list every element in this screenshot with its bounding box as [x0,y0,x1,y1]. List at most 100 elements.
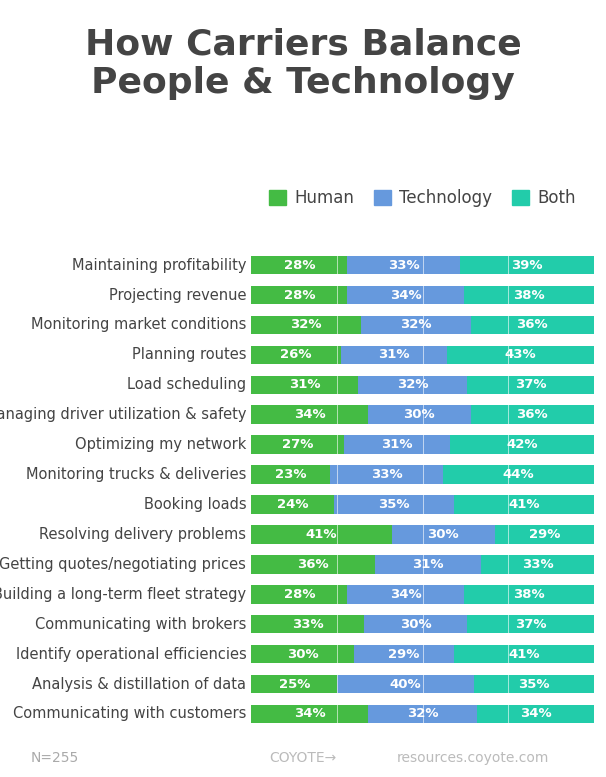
Bar [453,495,594,514]
Text: 41%: 41% [508,498,539,511]
Text: 33%: 33% [522,558,553,571]
Text: 28%: 28% [284,587,315,601]
Text: 40%: 40% [390,678,421,691]
Text: 30%: 30% [427,528,459,541]
Bar [461,256,594,274]
Text: 41%: 41% [508,647,539,660]
Text: 34%: 34% [520,707,551,720]
Bar [251,256,347,274]
Bar [443,465,594,484]
Text: Monitoring market conditions: Monitoring market conditions [31,318,247,333]
Text: N=255: N=255 [30,751,79,765]
Text: 38%: 38% [513,587,545,601]
Bar [251,555,375,573]
Bar [361,315,471,334]
Text: 34%: 34% [390,587,421,601]
Bar [347,585,464,604]
Text: 36%: 36% [298,558,329,571]
Bar [375,555,481,573]
Bar [344,435,450,454]
Text: Planning routes: Planning routes [132,347,247,362]
Bar [464,585,594,604]
Text: 29%: 29% [388,647,419,660]
Text: Communicating with brokers: Communicating with brokers [35,617,247,632]
Bar [251,705,368,723]
Text: Projecting revenue: Projecting revenue [109,287,247,302]
Bar [453,645,594,664]
Bar [251,315,361,334]
Bar [467,615,594,633]
Text: Analysis & distillation of data: Analysis & distillation of data [32,677,247,692]
Text: 32%: 32% [400,319,431,332]
Text: 30%: 30% [287,647,319,660]
Bar [251,645,354,664]
Bar [251,435,344,454]
Bar [334,495,453,514]
Text: Optimizing my network: Optimizing my network [75,437,247,452]
Text: 34%: 34% [390,288,421,301]
Bar [471,315,594,334]
Text: 29%: 29% [528,528,560,541]
Text: 25%: 25% [279,678,310,691]
Bar [494,525,594,544]
Bar [474,674,594,693]
Text: Maintaining profitability: Maintaining profitability [72,258,247,273]
Text: 38%: 38% [513,288,545,301]
Text: Identify operational efficiencies: Identify operational efficiencies [16,646,247,661]
Text: 31%: 31% [381,438,413,451]
Text: Resolving delivery problems: Resolving delivery problems [39,527,247,542]
Text: 31%: 31% [378,348,409,361]
Bar [354,645,453,664]
Bar [464,286,594,305]
Text: How Carriers Balance: How Carriers Balance [85,27,521,61]
Text: 35%: 35% [518,678,550,691]
Bar [478,705,594,723]
Bar [347,256,461,274]
Text: 34%: 34% [294,408,325,421]
Bar [392,525,494,544]
Text: 36%: 36% [516,319,548,332]
Text: Booking loads: Booking loads [144,497,247,512]
Text: 28%: 28% [284,288,315,301]
Text: Monitoring trucks & deliveries: Monitoring trucks & deliveries [26,467,247,482]
Text: 26%: 26% [280,348,311,361]
Text: 33%: 33% [388,259,420,272]
Text: 33%: 33% [292,618,324,631]
Bar [251,585,347,604]
Bar [364,615,467,633]
Bar [251,375,358,394]
Text: 31%: 31% [412,558,444,571]
Text: COYOTE→: COYOTE→ [270,751,336,765]
Text: 42%: 42% [506,438,538,451]
Text: Getting quotes/negotiating prices: Getting quotes/negotiating prices [0,557,247,572]
Bar [447,346,594,364]
Text: 34%: 34% [294,707,325,720]
Text: resources.coyote.com: resources.coyote.com [396,751,549,765]
Bar [368,406,471,424]
Text: 32%: 32% [407,707,438,720]
Text: 33%: 33% [371,468,402,481]
Text: 32%: 32% [290,319,322,332]
Text: 44%: 44% [503,468,534,481]
Text: 32%: 32% [397,378,428,392]
Bar [368,705,478,723]
Text: 30%: 30% [400,618,431,631]
Legend: Human, Technology, Both: Human, Technology, Both [263,183,582,214]
Bar [251,465,330,484]
Bar [358,375,467,394]
Bar [337,674,474,693]
Bar [251,286,347,305]
Text: 43%: 43% [504,348,536,361]
Bar [347,286,464,305]
Text: 30%: 30% [404,408,435,421]
Text: 41%: 41% [306,528,338,541]
Text: 28%: 28% [284,259,315,272]
Text: Communicating with customers: Communicating with customers [13,706,247,721]
Bar [467,375,594,394]
Bar [251,615,364,633]
Bar [450,435,594,454]
Bar [251,674,337,693]
Bar [251,406,368,424]
Bar [330,465,443,484]
Text: 35%: 35% [378,498,409,511]
